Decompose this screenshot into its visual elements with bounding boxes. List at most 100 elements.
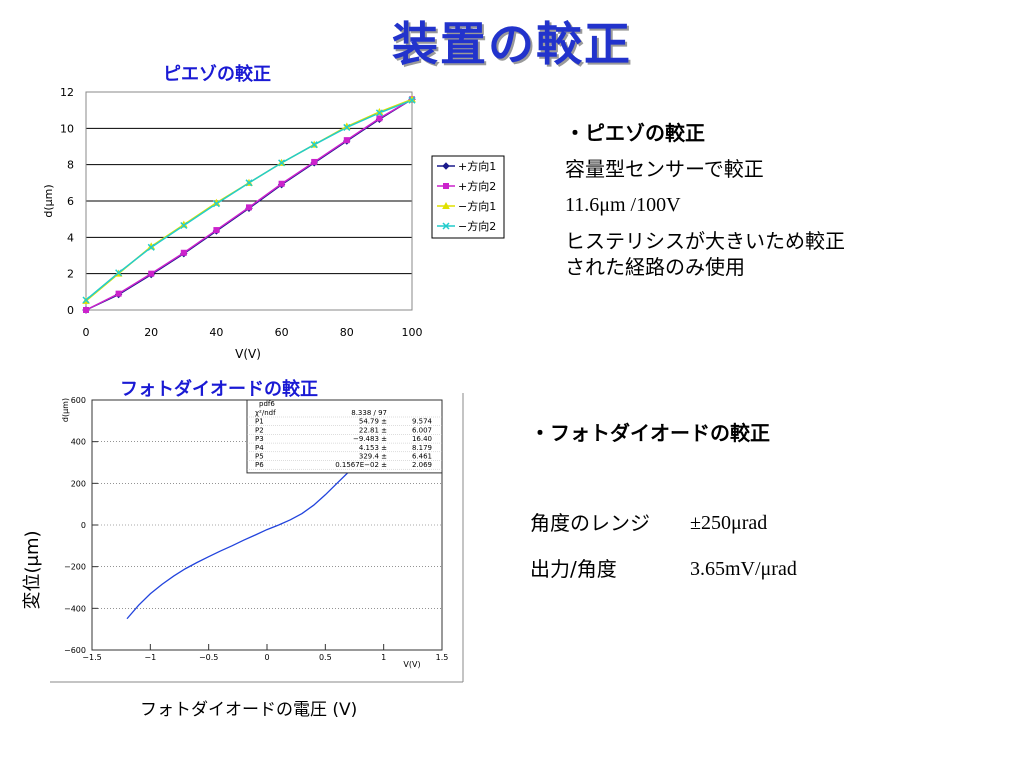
pd-fit-param: P5 [255,453,264,461]
piezo-legend-label: −方向1 [458,199,496,213]
piezo-series-markers [82,95,416,314]
piezo-point [115,290,122,297]
pd-x-tick: −1 [144,653,156,662]
pd-fit-value: 329.4 ± [359,453,387,461]
pd-fit-param: P6 [255,461,264,469]
piezo-point [311,158,318,165]
pd-chart-title: フォトダイオードの較正 [120,379,318,400]
piezo-ticks: 0 2 4 6 8 10 12 0 20 40 60 80 100 [60,86,423,339]
piezo-point [212,200,220,208]
pd-range-label: 角度のレンジ [530,511,650,535]
piezo-chart-title: ピエゾの較正 [163,64,271,85]
piezo-point [343,123,351,131]
piezo-y-tick: 2 [67,268,74,281]
pd-fit-error: 8.179 [412,444,432,452]
pd-y-tick: 600 [71,396,86,405]
piezo-notes-line1: 容量型センサーで較正 [565,157,764,181]
piezo-notes-line3b: された経路のみ使用 [565,255,745,279]
pd-fit-param: P3 [255,435,264,443]
pd-fit-value: 22.81 ± [359,426,387,434]
pd-y-tick: −600 [64,646,86,655]
slide-title: 装置の較正 [392,17,632,71]
piezo-point [213,227,220,234]
piezo-y-tick: 12 [60,86,74,99]
piezo-point [180,249,187,256]
piezo-y-tick: 0 [67,304,74,317]
piezo-y-tick: 10 [60,122,74,135]
piezo-point [278,180,285,187]
piezo-point [408,96,416,104]
pd-out-label: 出力/角度 [530,557,617,581]
pd-fit-value: 54.79 ± [359,418,387,426]
piezo-y-tick: 8 [67,159,74,172]
piezo-grid [86,91,412,311]
piezo-y-label: d(μm) [42,184,55,217]
pd-fit-error: 9.574 [412,418,433,426]
piezo-notes: ・ピエゾの較正 容量型センサーで較正 11.6μm /100V ヒステリシスが大… [565,120,845,280]
piezo-point [442,162,450,170]
piezo-point [343,137,350,144]
pd-notes-heading: ・フォトダイオードの較正 [530,421,770,445]
pd-x-tick: 1.5 [436,653,449,662]
pd-fit-param: P1 [255,418,264,426]
pd-fit-error: 6.461 [412,453,432,461]
piezo-point [246,204,252,211]
piezo-legend-label: +方向2 [458,179,496,193]
piezo-y-tick: 4 [67,231,74,244]
pd-y-label: 変位(μm) [22,530,43,609]
piezo-point [375,109,383,117]
piezo-x-tick: 80 [340,326,354,339]
piezo-x-label: V(V) [235,347,261,361]
pd-y-tick: −400 [64,604,86,613]
pd-fit-value: 4.153 ± [359,444,387,452]
pd-notes: ・フォトダイオードの較正 [530,420,770,446]
pd-fit-value: −9.483 ± [353,435,387,443]
piezo-point [278,159,286,167]
piezo-point [147,243,155,251]
piezo-legend-label: −方向2 [458,219,496,233]
piezo-point [245,179,253,187]
piezo-plot-area [85,91,413,311]
pd-y-tick: −200 [64,563,86,572]
piezo-point [82,296,90,304]
pd-x-tick: −1.5 [82,653,101,662]
pd-y-unit: d(μm) [61,398,70,422]
piezo-point [442,222,450,230]
piezo-legend-items: +方向1 +方向2 −方向1 −方向2 [437,159,496,233]
pd-fit-box-header: pdf6 [259,400,275,408]
pd-fit-error: 6.007 [412,426,432,434]
piezo-x-tick: 100 [402,326,423,339]
piezo-y-tick: 6 [67,195,74,208]
pd-y-tick: 400 [71,438,86,447]
piezo-notes-line2: 11.6μm /100V [565,194,681,216]
pd-x-label: フォトダイオードの電圧 (V) [140,700,358,720]
piezo-x-tick: 60 [275,326,289,339]
pd-fit-param: P4 [255,444,264,452]
piezo-x-tick: 40 [209,326,223,339]
piezo-point [83,307,89,313]
pd-fit-value: 0.1567E−02 ± [335,461,387,469]
pd-fit-value: 8.338 / 97 [351,409,387,417]
piezo-point [442,201,450,209]
piezo-point [115,269,123,277]
pd-x-tick: 1 [381,653,386,662]
piezo-point [148,270,155,277]
pd-fit-param: P2 [255,426,264,434]
pd-y-tick: 0 [81,521,86,530]
pd-range-value: ±250μrad [690,512,768,534]
pd-x-tick: 0.5 [319,653,332,662]
piezo-point [376,115,383,122]
pd-out-value: 3.65mV/μrad [690,558,797,580]
pd-fit-error: 2.069 [412,461,432,469]
piezo-x-tick: 0 [83,326,90,339]
piezo-point [180,221,188,230]
piezo-point [310,141,318,149]
pd-x-tick: 0 [264,653,269,662]
piezo-notes-line3a: ヒステリシスが大きいため較正 [565,229,845,253]
pd-y-tick: 200 [71,479,86,488]
pd-fit-error: 16.40 [412,435,432,443]
pd-fit-param: χ²/ndf [255,409,276,417]
pd-x-unit: V(V) [403,660,420,669]
